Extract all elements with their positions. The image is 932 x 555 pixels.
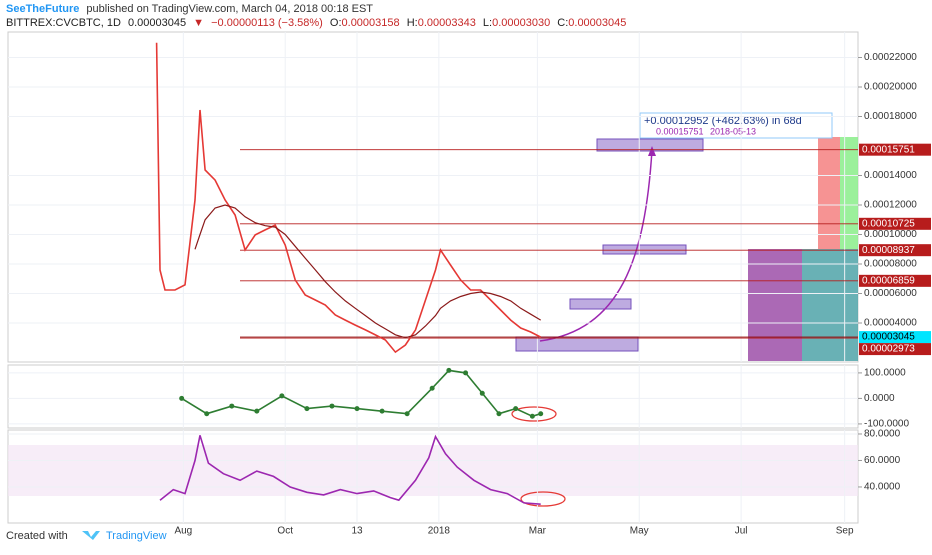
cci-dot [479,390,485,396]
y-tick-label: 0.00006000 [864,288,917,299]
y-tick-label: 0.00010000 [864,229,917,240]
cci-dot [446,367,452,373]
ohlc-value: 0.00003343 [418,17,476,29]
ohlc-label: C: [557,17,568,29]
highlight [511,406,557,422]
cci-dot [329,403,335,409]
price-label-bg [859,143,931,156]
series-line [159,434,541,505]
cci-dot [538,411,544,417]
cci-dot [429,385,435,391]
arrow: ▼ [193,17,204,29]
measure-change: +0.00012952 (+462.63%) in 68d [644,115,802,127]
zone [818,137,840,249]
projection-arrow [539,149,653,342]
price-label: 0.00008937 [862,245,915,256]
cci-dot [204,411,210,417]
cci-dot [496,411,502,417]
cci-dot [354,406,360,412]
y-tick-label: 0.00018000 [864,111,917,122]
rsi-band [8,445,858,496]
measure-date: 2018-05-13 [710,126,756,136]
cci-dot [279,393,285,399]
y-tick-label: 100.0000 [864,368,906,379]
x-tick-label: May [630,526,649,537]
cci-pane [7,364,859,429]
price-label: 0.00003045 [862,332,915,343]
ohlc-label: H: [407,17,418,29]
header-line1: SeeTheFuture published on TradingView.co… [6,3,373,15]
box [602,244,687,255]
header-line2: BITTREX:CVCBTC, 1D 0.00003045 ▼ −0.00000… [6,17,626,29]
change: −0.00000113 (−3.58%) [211,17,323,29]
measure-box [639,112,833,139]
zone [802,249,858,361]
cci-dot [304,406,310,412]
price-label-bg [859,244,931,257]
y-tick-label: 0.00008000 [864,259,917,270]
y-tick-label: 60.0000 [864,455,901,466]
ohlc-value: 0.00003045 [568,17,626,29]
cci-dot [254,408,260,414]
measure-target: 0.00015751 [656,126,704,136]
series-line [194,204,542,339]
x-tick-label: Mar [529,526,547,537]
box [515,336,639,352]
y-tick-label: 0.00022000 [864,52,917,63]
cci-dot [179,395,185,401]
ohlc-value: 0.00003158 [342,17,400,29]
box [569,298,632,310]
footer-brand[interactable]: TradingView [106,530,167,542]
x-tick-label: Aug [174,526,192,537]
price-label: 0.00002973 [862,344,915,355]
y-tick-label: 0.00014000 [864,170,917,181]
x-tick-label: 2018 [428,526,451,537]
x-tick-label: Oct [277,526,293,537]
y-tick-label: 0.00012000 [864,200,917,211]
cci-dot [529,413,535,419]
symbol: BITTREX:CVCBTC, 1D [6,17,121,29]
zone [748,249,802,361]
cci-dot [463,370,469,376]
price-label: 0.00015751 [862,144,915,155]
price-label-bg [859,331,931,344]
cci-dot [229,403,235,409]
author[interactable]: SeeTheFuture [6,3,79,15]
ohlc-value: 0.00003030 [492,17,550,29]
ohlc-label: O: [330,17,342,29]
y-tick-label: 40.0000 [864,482,901,493]
zone [840,137,858,249]
price-label-bg [859,217,931,230]
series-line [181,369,541,418]
series-line [155,42,542,354]
y-tick-label: 0.00004000 [864,318,917,329]
price-label-bg [859,343,931,356]
last: 0.00003045 [128,17,186,29]
cci-dot [513,406,519,412]
ohlc-label: L: [483,17,492,29]
highlight [520,491,566,507]
x-tick-label: 13 [351,526,363,537]
price-label: 0.00010725 [862,218,915,229]
logo [82,531,100,540]
cci-dot [379,408,385,414]
y-tick-label: 80.0000 [864,429,901,440]
y-tick-label: 0.00020000 [864,82,917,93]
published: published on TradingView.com, March 04, … [86,3,373,15]
price-label-bg [859,274,931,287]
y-tick-label: 0.0000 [864,393,895,404]
arrow-head [648,146,656,156]
y-tick-label: -100.0000 [864,419,909,430]
cci-dot [404,411,410,417]
footer-created: Created with [6,530,68,542]
price-label: 0.00006859 [862,275,915,286]
x-tick-label: Jul [735,526,748,537]
x-tick-label: Sep [836,526,854,537]
box [596,138,704,152]
